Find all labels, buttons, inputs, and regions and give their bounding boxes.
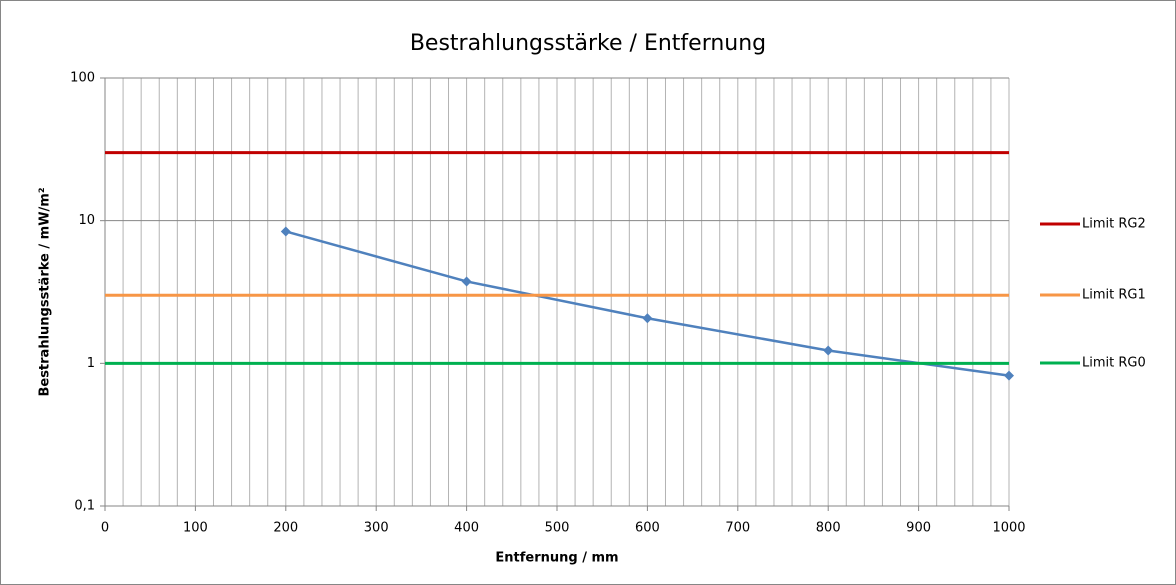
x-axis-title: Entfernung / mm xyxy=(495,551,618,566)
chart-title: Bestrahlungsstärke / Entfernung xyxy=(410,31,766,56)
legend-label: Limit RG0 xyxy=(1082,356,1146,371)
x-tick-label: 400 xyxy=(454,521,479,536)
data-point xyxy=(280,226,291,237)
x-tick-label: 1000 xyxy=(992,521,1025,536)
y-tick-label: 1 xyxy=(87,356,95,371)
x-tick-label: 900 xyxy=(906,521,931,536)
legend-label: Limit RG2 xyxy=(1082,217,1146,232)
data-point xyxy=(461,276,472,287)
x-tick-label: 600 xyxy=(635,521,660,536)
data-point xyxy=(823,345,834,356)
y-tick-label: 10 xyxy=(78,213,95,228)
data-point xyxy=(1004,370,1014,381)
x-tick-label: 0 xyxy=(101,521,109,536)
x-tick-label: 200 xyxy=(273,521,298,536)
x-tick-label: 300 xyxy=(364,521,389,536)
data-point xyxy=(642,313,653,324)
y-tick-label: 100 xyxy=(70,71,95,86)
legend-label: Limit RG1 xyxy=(1082,288,1146,303)
x-tick-label: 800 xyxy=(816,521,841,536)
y-axis-title: Bestrahlungsstärke / mW/m² xyxy=(38,187,53,396)
x-tick-label: 100 xyxy=(183,521,208,536)
y-tick-label: 0,1 xyxy=(74,499,95,514)
x-tick-label: 500 xyxy=(545,521,570,536)
x-tick-label: 700 xyxy=(725,521,750,536)
